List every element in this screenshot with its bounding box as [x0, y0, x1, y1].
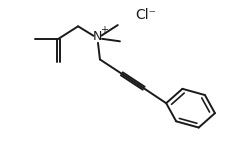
Text: Cl⁻: Cl⁻ — [135, 8, 156, 22]
Text: +: + — [100, 25, 108, 35]
Text: N: N — [93, 30, 102, 43]
